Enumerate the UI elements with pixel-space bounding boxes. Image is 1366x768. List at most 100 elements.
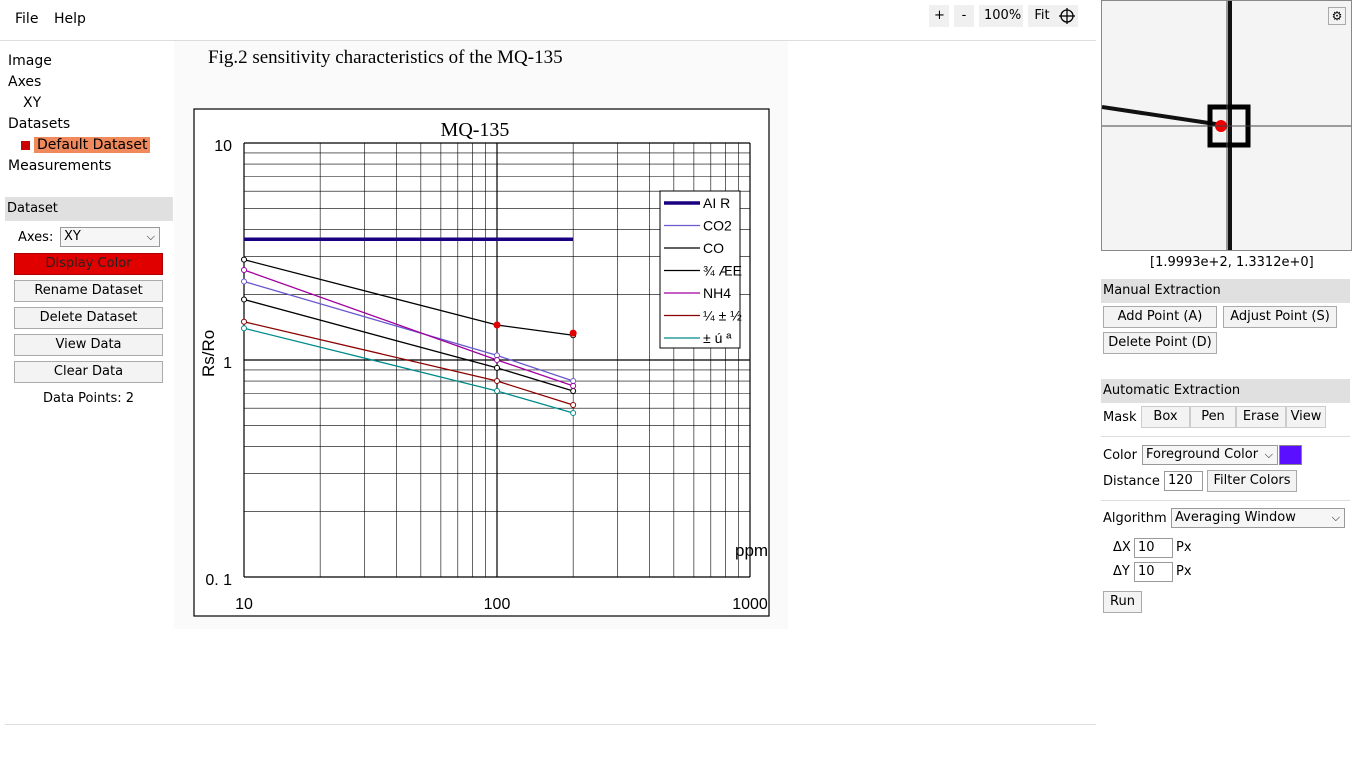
display-color-button[interactable]: Display Color xyxy=(14,253,163,275)
digitized-point xyxy=(569,329,577,337)
delete-point-button[interactable]: Delete Point (D) xyxy=(1103,332,1217,354)
mask-pen-button[interactable]: Pen xyxy=(1190,406,1236,428)
legend-label: CO xyxy=(703,240,724,256)
mask-label: Mask xyxy=(1103,410,1137,425)
status-bar-divider xyxy=(5,724,1096,725)
algorithm-label: Algorithm xyxy=(1103,511,1167,526)
menu-bar xyxy=(0,0,1096,41)
magnifier-svg xyxy=(1102,1,1351,250)
chart-tick-labels: 10 100 1000 10 1 0. 1 xyxy=(205,138,768,613)
series-point xyxy=(241,318,247,325)
algorithm-select-value: Averaging Window xyxy=(1175,510,1296,525)
legend-label: AI R xyxy=(703,195,730,211)
zoom-fit-button[interactable]: Fit xyxy=(1028,5,1056,27)
dataset-color-swatch xyxy=(21,140,30,150)
chart-image-canvas[interactable]: Fig.2 sensitivity characteristics of the… xyxy=(174,41,788,629)
digitized-point xyxy=(493,321,501,329)
y-axis-label: Rs/Ro xyxy=(199,330,218,377)
series-point xyxy=(570,378,577,385)
zoom-out-button[interactable]: - xyxy=(954,5,974,27)
legend-label: ± ú ª xyxy=(703,330,732,346)
chart-legend: AI R CO2 CO ¾ ÆE NH4 ¼ ± ½ ± ú ª xyxy=(659,190,742,349)
digitized-points xyxy=(493,321,577,337)
x-tick-label: 100 xyxy=(484,596,511,613)
axes-select-value: XY xyxy=(64,229,81,244)
dy-label: ΔY xyxy=(1113,564,1130,579)
legend-label: CO2 xyxy=(703,218,732,234)
dataset-panel-header: Dataset xyxy=(5,197,173,221)
menu-file[interactable]: File xyxy=(15,11,39,27)
tree-datasets[interactable]: Datasets xyxy=(8,116,71,132)
cursor-coordinates: [1.9993e+2, 1.3312e+0] xyxy=(1150,255,1314,270)
magnifier-view: ⚙ xyxy=(1101,0,1352,251)
divider xyxy=(1101,500,1350,501)
color-mode-select[interactable]: Foreground Color ⌵ xyxy=(1142,445,1278,465)
gear-icon[interactable]: ⚙ xyxy=(1328,7,1346,25)
series-point xyxy=(241,278,247,285)
crosshair-button[interactable] xyxy=(1054,5,1078,27)
distance-input[interactable]: 120 xyxy=(1164,471,1203,491)
zoom-level-button[interactable]: 100% xyxy=(979,5,1023,27)
series-point xyxy=(241,325,247,332)
dy-input[interactable]: 10 xyxy=(1134,562,1173,582)
mask-view-button[interactable]: View xyxy=(1286,406,1326,428)
series-point xyxy=(570,402,577,409)
chart-svg: Fig.2 sensitivity characteristics of the… xyxy=(193,47,770,617)
chevron-down-icon: ⌵ xyxy=(1264,448,1273,461)
series-point xyxy=(494,387,500,394)
color-mode-value: Foreground Color xyxy=(1146,447,1259,462)
legend-label: NH4 xyxy=(703,285,731,301)
series-point xyxy=(494,378,500,385)
y-tick-label: 10 xyxy=(214,138,232,155)
tree-default-dataset[interactable]: Default Dataset xyxy=(21,135,151,156)
dy-unit: Px xyxy=(1176,564,1192,579)
series-point xyxy=(494,357,500,363)
dx-input[interactable]: 10 xyxy=(1134,538,1173,558)
series-point xyxy=(570,409,577,416)
divider xyxy=(1101,436,1350,437)
add-point-button[interactable]: Add Point (A) xyxy=(1103,306,1217,328)
dx-unit: Px xyxy=(1176,540,1192,555)
legend-label: ¼ ± ½ xyxy=(703,308,742,324)
chart-grid xyxy=(243,142,751,578)
series-point xyxy=(241,256,247,263)
algorithm-select[interactable]: Averaging Window ⌵ xyxy=(1171,508,1345,528)
legend-label: ¾ ÆE xyxy=(703,263,742,279)
y-tick-label: 0. 1 xyxy=(205,572,232,589)
delete-dataset-button[interactable]: Delete Dataset xyxy=(14,307,163,329)
mask-erase-button[interactable]: Erase xyxy=(1236,406,1286,428)
tree-default-dataset-label: Default Dataset xyxy=(34,137,151,153)
dx-label: ΔX xyxy=(1113,540,1131,555)
clear-data-button[interactable]: Clear Data xyxy=(14,361,163,383)
filter-colors-button[interactable]: Filter Colors xyxy=(1207,470,1297,492)
run-button[interactable]: Run xyxy=(1103,591,1142,613)
view-data-button[interactable]: View Data xyxy=(14,334,163,356)
chart-series xyxy=(241,237,577,416)
legend-box xyxy=(659,190,741,349)
tree-axes-xy[interactable]: XY xyxy=(23,95,42,111)
adjust-point-button[interactable]: Adjust Point (S) xyxy=(1223,306,1337,328)
tree-image[interactable]: Image xyxy=(8,53,52,69)
tree-measurements[interactable]: Measurements xyxy=(8,158,112,174)
auto-extraction-header: Automatic Extraction xyxy=(1101,379,1350,403)
menu-help[interactable]: Help xyxy=(54,11,86,27)
foreground-color-swatch[interactable] xyxy=(1279,445,1302,465)
series-point xyxy=(494,364,500,371)
tree-axes[interactable]: Axes xyxy=(8,74,42,90)
axes-label: Axes: xyxy=(18,230,54,245)
chart-frame xyxy=(193,108,770,617)
series-point xyxy=(241,296,247,303)
chevron-down-icon: ⌵ xyxy=(1331,511,1340,524)
x-tick-label: 1000 xyxy=(732,596,768,613)
chevron-down-icon: ⌵ xyxy=(146,230,155,243)
rename-dataset-button[interactable]: Rename Dataset xyxy=(14,280,163,302)
x-tick-label: 10 xyxy=(235,596,253,613)
x-axis-label: ppm xyxy=(735,541,768,560)
distance-label: Distance xyxy=(1103,474,1160,489)
crosshair-icon xyxy=(1059,8,1075,24)
series-point xyxy=(241,266,247,273)
mask-box-button[interactable]: Box xyxy=(1141,406,1190,428)
chart-title: MQ-135 xyxy=(441,119,510,141)
zoom-in-button[interactable]: + xyxy=(929,5,949,27)
axes-select[interactable]: XY ⌵ xyxy=(60,227,160,247)
